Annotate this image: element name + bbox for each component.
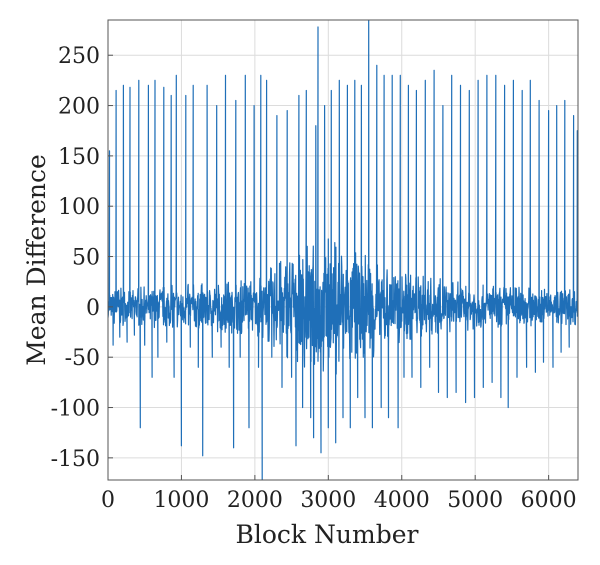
mean-difference-line [108,20,578,480]
y-tick-label: 100 [58,195,100,220]
y-tick-label: 0 [86,296,100,321]
y-tick-label: 200 [58,95,100,120]
x-tick-label: 6000 [521,488,577,513]
series-line [108,20,578,480]
tick-labels: -150 -100 -50 0 50 100 150 200 250 0 1000 2000 3000 4… [51,44,577,513]
y-tick-label: -100 [51,397,100,422]
y-tick-label: -150 [51,447,100,472]
x-tick-label: 0 [101,488,115,513]
x-tick-label: 3000 [300,488,356,513]
x-axis-label: Block Number [236,520,419,549]
x-tick-label: 2000 [227,488,283,513]
x-tick-label: 1000 [153,488,209,513]
y-tick-label: 50 [72,246,100,271]
y-tick-label: 250 [58,44,100,69]
y-tick-label: -50 [65,346,100,371]
y-tick-label: 150 [58,145,100,170]
plot-frame [107,19,579,481]
y-axis-label: Mean Difference [22,154,51,366]
x-tick-label: 4000 [374,488,430,513]
x-tick-label: 5000 [447,488,503,513]
